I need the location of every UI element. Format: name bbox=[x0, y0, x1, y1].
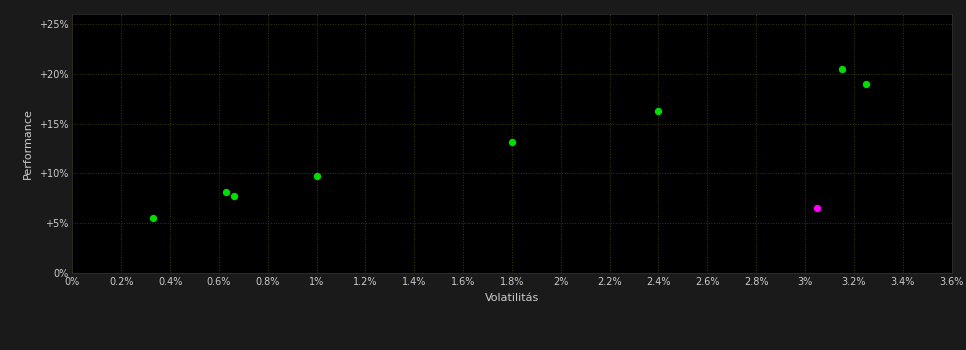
Point bbox=[218, 189, 234, 195]
Point bbox=[859, 81, 874, 86]
Point bbox=[834, 66, 849, 72]
Point bbox=[309, 174, 325, 179]
Y-axis label: Performance: Performance bbox=[23, 108, 33, 179]
Point bbox=[651, 108, 667, 113]
Point bbox=[226, 194, 242, 199]
X-axis label: Volatilitás: Volatilitás bbox=[485, 293, 539, 303]
Point bbox=[504, 139, 520, 144]
Point bbox=[145, 215, 160, 221]
Point bbox=[810, 205, 825, 211]
